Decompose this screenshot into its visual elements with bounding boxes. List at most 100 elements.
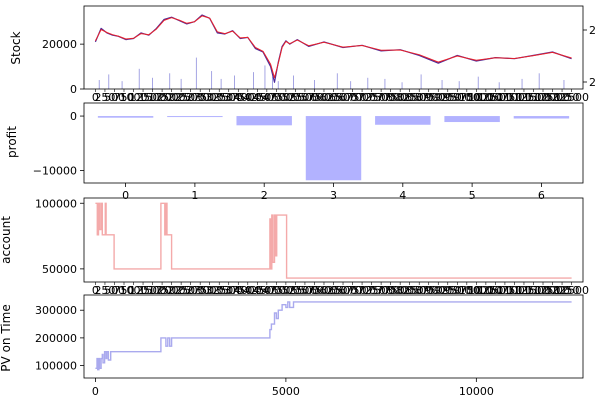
account-xtick-label: 7750 — [377, 284, 405, 297]
stock-xtick-label: 11750 — [526, 91, 561, 104]
account-xtick-label: 9750 — [453, 284, 481, 297]
account-xtick-label: 12000 — [535, 284, 570, 297]
account-xtick-label: 2500 — [177, 284, 205, 297]
stock-xtick-label: 1000 — [120, 91, 148, 104]
stock-xtick-label: 6250 — [320, 91, 348, 104]
account-xtick-label: 7000 — [348, 284, 376, 297]
stock-xtick-label: 11000 — [497, 91, 532, 104]
stock-xtick-label: 12000 — [535, 91, 570, 104]
stock-ylabel: Stock — [9, 31, 23, 64]
profit-xticks: 0 1 2 3 4 5 6 — [122, 183, 545, 202]
pv-panel: PV on Time 100000 200000 300000 0 5000 10000 — [0, 294, 584, 398]
stock-xtick-label: 4000 — [234, 91, 262, 104]
account-xtick-label: 5750 — [300, 284, 328, 297]
stock-xtick-label: 8250 — [396, 91, 424, 104]
account-xtick-label: 1500 — [139, 284, 167, 297]
stock-xtick-label: 10250 — [468, 91, 503, 104]
account-xtick-label: 4750 — [262, 284, 290, 297]
stock-yticks: 0 20000 — [42, 38, 84, 96]
account-xtick-label: 3500 — [215, 284, 243, 297]
account-xtick-label: 4250 — [243, 284, 271, 297]
account-xtick-label: 4500 — [253, 284, 281, 297]
profit-yticks: 0 −10000 — [33, 110, 84, 177]
account-xtick-label: 1750 — [148, 284, 176, 297]
stock-xtick-label: 3250 — [205, 91, 233, 104]
pv-plot-area — [83, 294, 584, 379]
account-xtick-label: 6000 — [310, 284, 338, 297]
stock-xtick-label: 10750 — [487, 91, 522, 104]
account-xtick-label: 5000 — [272, 284, 300, 297]
stock-xtick-label: 7000 — [348, 91, 376, 104]
stock-xtick-label: 1750 — [148, 91, 176, 104]
stock-ytick-label: 0 — [70, 83, 77, 96]
account-xtick-label: 11500 — [516, 284, 551, 297]
stock-xtick-label: 6750 — [339, 91, 367, 104]
account-line — [95, 202, 572, 279]
stock-xtick-label: 750 — [113, 91, 134, 104]
account-xtick-label: 3250 — [205, 284, 233, 297]
stock-xtick-label: 8500 — [405, 91, 433, 104]
stock-xtick-label: 2750 — [186, 91, 214, 104]
profit-bar — [97, 116, 154, 118]
stock-xtick-label: 1500 — [139, 91, 167, 104]
account-xtick-label: 9000 — [424, 284, 452, 297]
pv-xticks: 0 5000 10000 — [92, 378, 494, 398]
pv-line — [95, 301, 572, 371]
profit-xtick-label: 4 — [399, 189, 406, 202]
pv-ylabel: PV on Time — [0, 304, 13, 371]
profit-xtick-label: 3 — [330, 189, 337, 202]
account-xtick-label: 6750 — [339, 284, 367, 297]
account-xtick-label: 8750 — [415, 284, 443, 297]
stock-xtick-label: 8000 — [386, 91, 414, 104]
stock-xtick-label: 11500 — [516, 91, 551, 104]
pv-yticks: 100000 200000 300000 — [35, 304, 84, 373]
moving-average-line — [94, 15, 572, 79]
stock-xtick-label: 4750 — [262, 91, 290, 104]
stock-xtick-label: 3000 — [196, 91, 224, 104]
account-xtick-label: 1000 — [120, 284, 148, 297]
account-xtick-label: 11250 — [506, 284, 541, 297]
account-xtick-label: 8000 — [386, 284, 414, 297]
profit-panel: profit 0 −10000 0 1 2 3 4 5 6 — [5, 102, 584, 202]
pv-ytick-label: 100000 — [35, 360, 77, 373]
account-yticks: 50000 100000 — [35, 197, 84, 276]
account-xtick-label: 1250 — [129, 284, 157, 297]
profit-xtick-label: 0 — [122, 189, 129, 202]
stock-xtick-label: 0 — [92, 91, 99, 104]
profit-ylabel: profit — [5, 126, 19, 158]
account-xtick-label: 10500 — [478, 284, 513, 297]
profit-bar — [513, 116, 570, 119]
account-xtick-label: 7250 — [358, 284, 386, 297]
stock-xticks: 0250500750100012501500175020002250250027… — [92, 89, 589, 104]
stock-xtick-label: 5750 — [300, 91, 328, 104]
stock-xtick-label: 7500 — [367, 91, 395, 104]
account-xtick-label: 5500 — [291, 284, 319, 297]
pv-xtick-label: 5000 — [272, 385, 300, 398]
stock-xtick-label: 500 — [104, 91, 125, 104]
profit-xtick-label: 5 — [469, 189, 476, 202]
pv-ytick-label: 200000 — [35, 332, 77, 345]
stock-xtick-label: 9750 — [453, 91, 481, 104]
account-xtick-label: 8500 — [405, 284, 433, 297]
account-xtick-label: 3000 — [196, 284, 224, 297]
stock-xtick-label: 6000 — [310, 91, 338, 104]
profit-bar — [305, 116, 362, 181]
account-xtick-label: 6250 — [320, 284, 348, 297]
stock-xtick-label: 9250 — [434, 91, 462, 104]
account-xtick-label: 7500 — [367, 284, 395, 297]
stock-xtick-label: 6500 — [329, 91, 357, 104]
stock-xtick-label: 10500 — [478, 91, 513, 104]
account-xtick-label: 0 — [92, 284, 99, 297]
account-xtick-label: 250 — [94, 284, 115, 297]
profit-bar — [236, 116, 292, 126]
account-xtick-label: 500 — [104, 284, 125, 297]
profit-ytick-label: −10000 — [33, 164, 77, 177]
account-ytick-label: 100000 — [35, 197, 77, 210]
stock-xtick-label: 4250 — [243, 91, 271, 104]
stock-right-axis: 22 — [583, 24, 596, 89]
account-xtick-label: 9250 — [434, 284, 462, 297]
account-xtick-label: 2000 — [158, 284, 186, 297]
